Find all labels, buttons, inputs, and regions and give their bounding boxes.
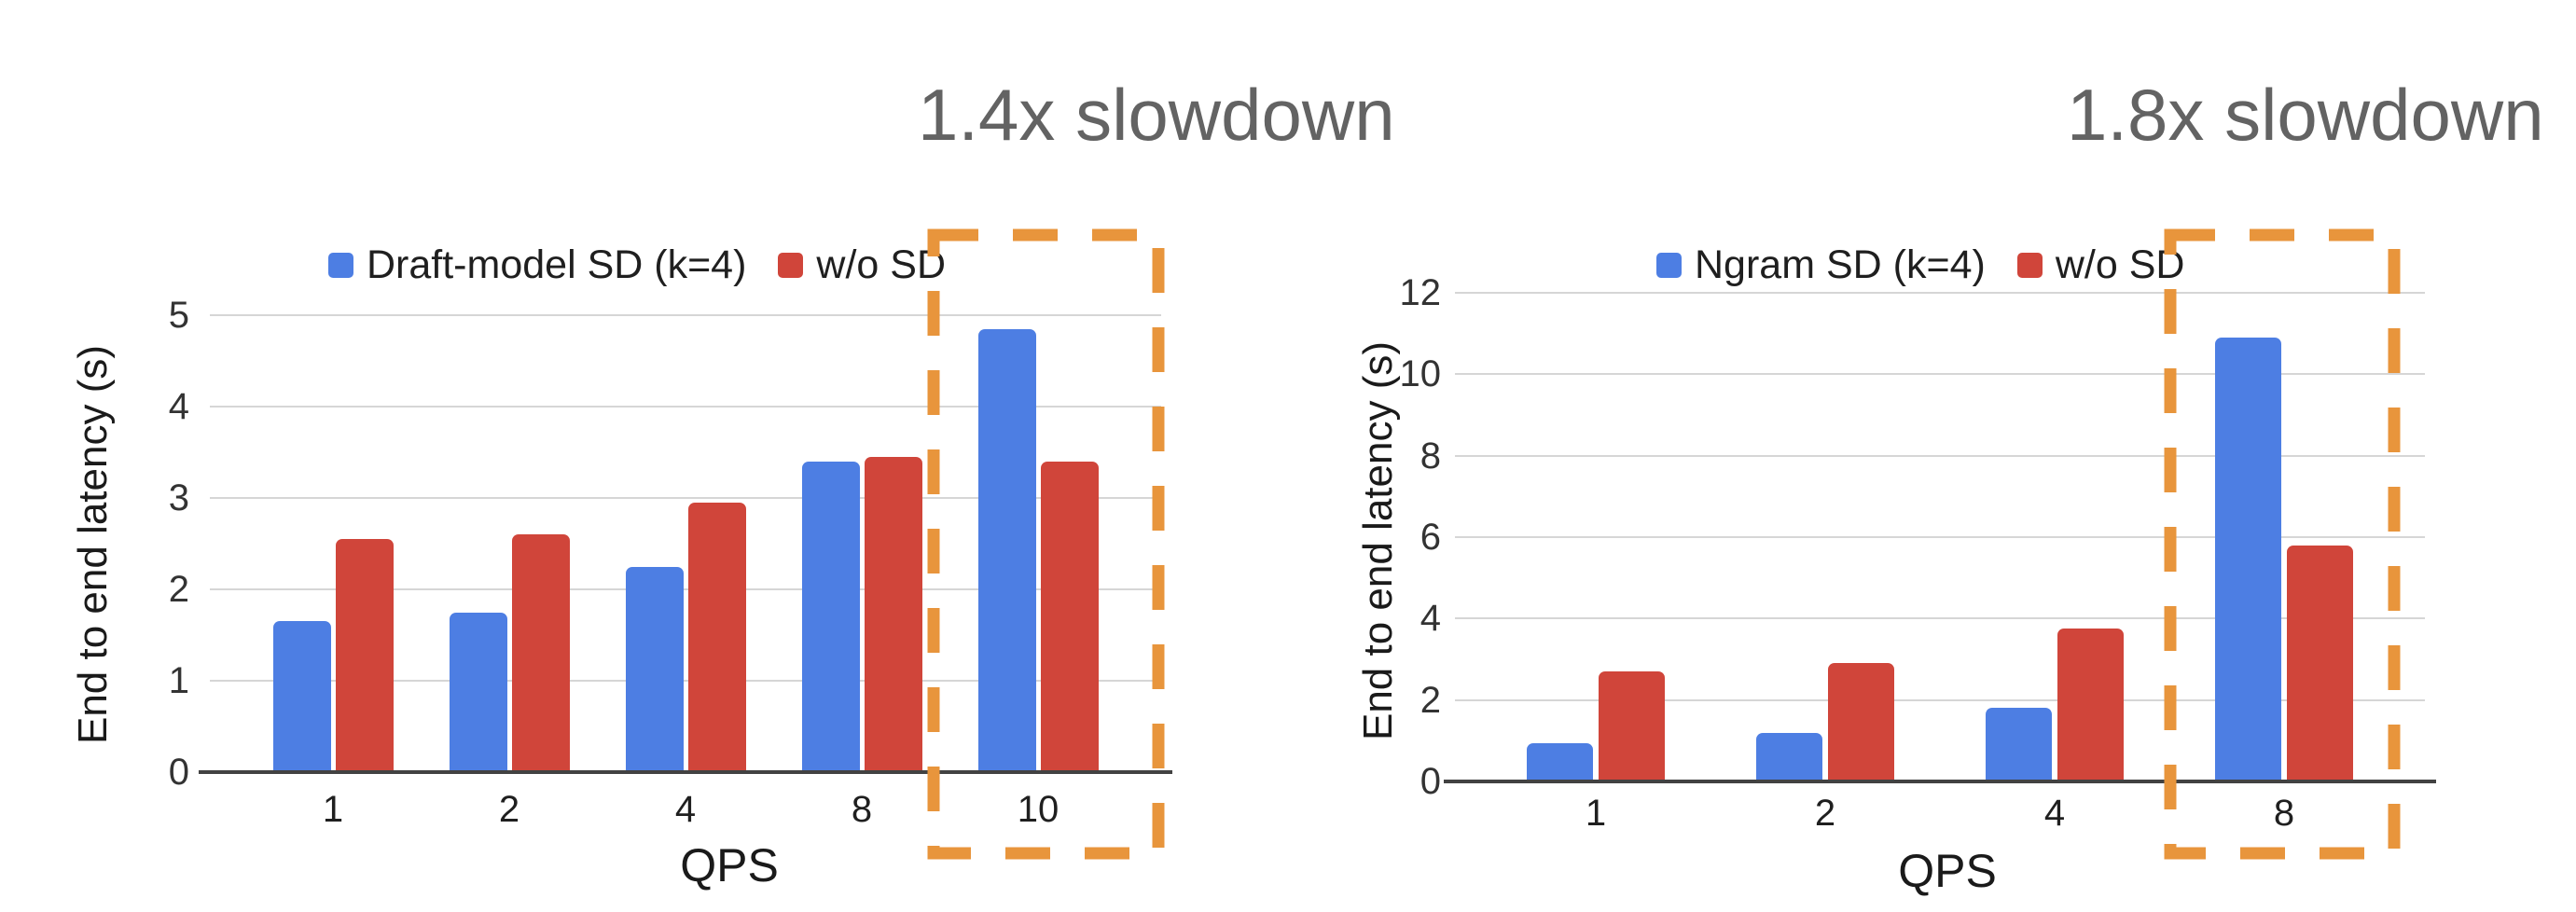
legend-swatch-icon	[2016, 253, 2043, 278]
x-tick-label: 1	[322, 789, 344, 830]
gridline	[210, 680, 1161, 682]
no-sd-bar-qps-2	[511, 534, 570, 772]
legend-swatch-icon	[328, 253, 353, 278]
gridline	[1455, 373, 2425, 376]
y-tick-label: 12	[1399, 272, 1442, 313]
legend-item-sd: Draft-model SD (k=4)	[328, 245, 746, 285]
no-sd-bar-qps-4	[2057, 629, 2124, 781]
legend-swatch-icon	[778, 253, 804, 278]
no-sd-bar-qps-4	[687, 502, 746, 772]
y-tick-label: 0	[1420, 761, 1441, 802]
legend-item-no-sd: w/o SD	[778, 245, 946, 285]
legend-item-no-sd: w/o SD	[2016, 242, 2185, 287]
legend-label: w/o SD	[816, 242, 947, 287]
right-slowdown-annotation: 1.8x slowdown	[2067, 74, 2544, 156]
y-tick-label: 2	[168, 569, 189, 610]
x-axis-line	[199, 770, 1172, 774]
x-axis-title: QPS	[680, 839, 779, 891]
x-tick-label: 8	[2273, 793, 2295, 834]
gridline	[1455, 698, 2425, 701]
y-tick-label: 8	[1420, 435, 1441, 477]
gridline	[1455, 617, 2425, 620]
x-tick-label: 1	[1585, 793, 1607, 834]
y-tick-label: 10	[1399, 353, 1442, 395]
y-tick-label: 5	[168, 295, 189, 336]
x-tick-label: 2	[498, 789, 520, 830]
gridline	[210, 314, 1161, 316]
gridline	[210, 497, 1161, 499]
y-tick-label: 3	[168, 477, 189, 518]
y-tick-label: 4	[1420, 598, 1441, 640]
sd-bar-qps-1	[1527, 742, 1593, 781]
no-sd-bar-qps-2	[1828, 663, 1894, 781]
gridline	[210, 588, 1161, 590]
no-sd-bar-qps-8	[2287, 545, 2353, 781]
legend: Ngram SD (k=4) w/o SD	[1656, 245, 2184, 285]
no-sd-bar-qps-8	[864, 456, 922, 772]
legend-label: Ngram SD (k=4)	[1695, 242, 1986, 287]
x-axis-title: QPS	[1898, 845, 1997, 897]
gridline	[210, 406, 1161, 408]
legend-item-sd: Ngram SD (k=4)	[1656, 245, 1986, 285]
sd-bar-qps-4	[625, 566, 684, 772]
y-tick-label: 0	[168, 752, 189, 793]
plot-area	[1455, 292, 2425, 781]
sd-bar-qps-8	[801, 461, 860, 772]
y-tick-label: 4	[168, 386, 189, 427]
no-sd-bar-qps-1	[1599, 671, 1665, 781]
legend-label: Draft-model SD (k=4)	[367, 242, 747, 287]
left-slowdown-annotation: 1.4x slowdown	[918, 74, 1395, 156]
plot-area	[210, 314, 1161, 772]
y-tick-label: 1	[168, 660, 189, 701]
x-tick-label: 4	[2043, 793, 2066, 834]
gridline	[1455, 292, 2425, 294]
legend-label: w/o SD	[2055, 242, 2185, 287]
sd-bar-qps-2	[449, 612, 507, 772]
sd-bar-qps-4	[1986, 708, 2052, 781]
legend-swatch-icon	[1656, 253, 1682, 278]
x-axis-line	[1444, 780, 2436, 783]
gridline	[1455, 454, 2425, 457]
x-tick-label: 4	[674, 789, 697, 830]
x-tick-label: 2	[1814, 793, 1836, 834]
sd-bar-qps-1	[272, 621, 331, 772]
gridline	[1455, 536, 2425, 538]
sd-bar-qps-8	[2215, 338, 2281, 781]
y-tick-label: 6	[1420, 517, 1441, 558]
sd-bar-qps-2	[1756, 732, 1822, 781]
legend: Draft-model SD (k=4) w/o SD	[328, 245, 946, 285]
no-sd-bar-qps-1	[335, 539, 394, 772]
y-tick-label: 2	[1420, 679, 1441, 721]
x-tick-label: 8	[851, 789, 873, 830]
